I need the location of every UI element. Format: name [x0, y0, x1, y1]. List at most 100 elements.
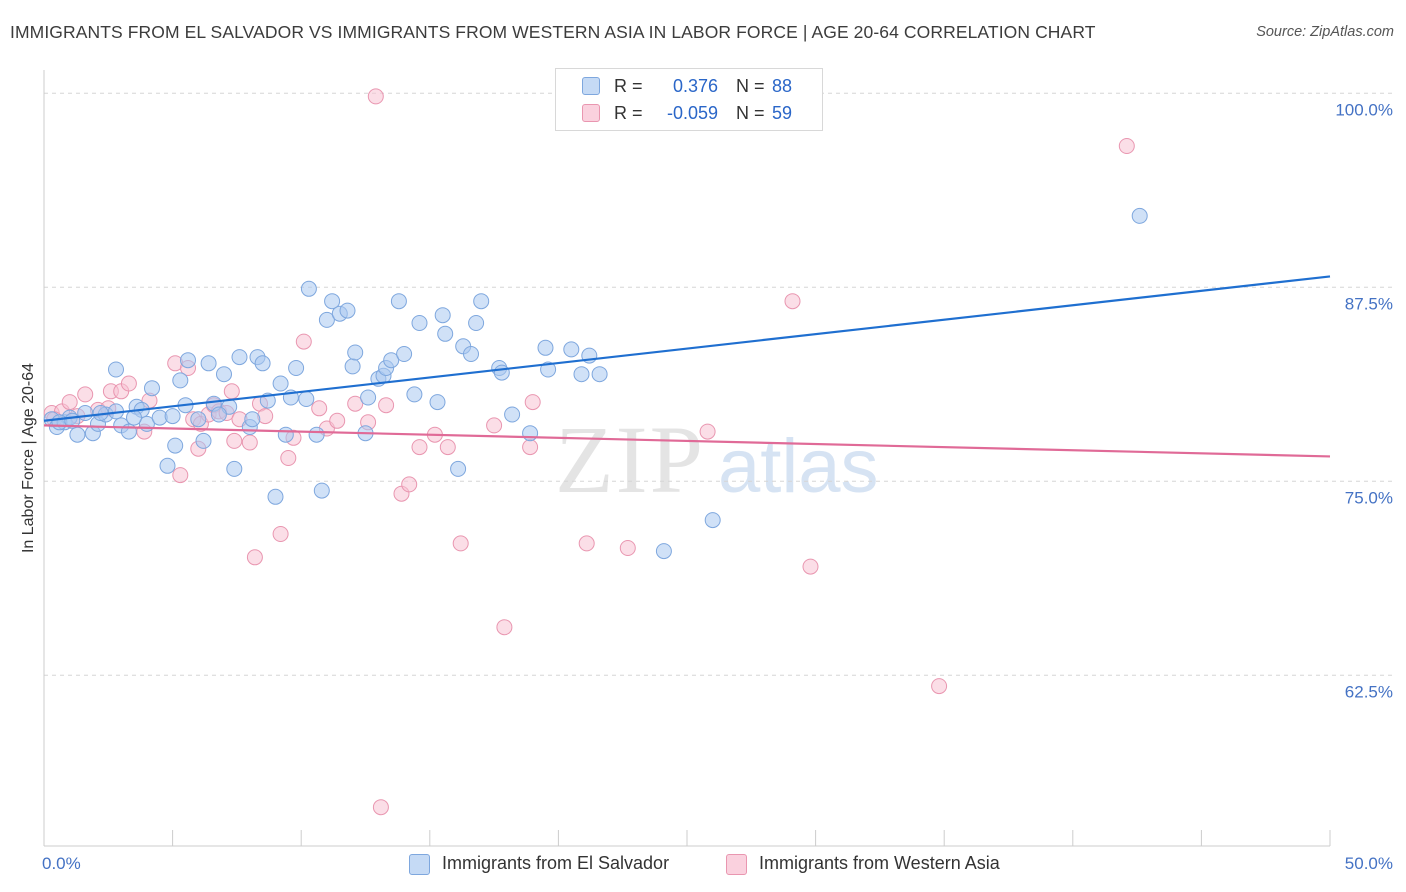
- western-asia-point: [1118, 138, 1135, 154]
- western-asia-point: [578, 535, 595, 552]
- legend-n-label: N =: [736, 103, 765, 123]
- el-salvador-point: [540, 361, 557, 378]
- western-asia-point: [452, 535, 469, 552]
- western-asia-point: [329, 412, 346, 429]
- western-asia-point: [802, 558, 819, 575]
- western-asia-point: [241, 434, 258, 451]
- legend-swatch-pink: [582, 104, 600, 122]
- western-asia-point: [496, 619, 513, 636]
- el-salvador-point: [108, 361, 124, 378]
- western-asia-point: [223, 383, 240, 400]
- el-salvador-point: [437, 325, 454, 342]
- stats-legend-row-blue: R = 0.376 N = 88: [556, 74, 822, 98]
- el-salvador-point: [164, 408, 181, 425]
- el-salvador-point: [126, 409, 142, 426]
- western-asia-point: [378, 397, 395, 414]
- el-salvador-point: [406, 386, 423, 403]
- western-asia-point: [784, 293, 801, 310]
- el-salvador-point: [300, 280, 317, 297]
- legend-r-label: R =: [614, 76, 643, 96]
- el-salvador-point: [172, 372, 189, 389]
- el-salvador-point: [313, 482, 330, 499]
- bottom-legend-swatch-blue: [409, 854, 430, 875]
- western-asia-point: [347, 395, 364, 412]
- el-salvador-point: [210, 406, 227, 423]
- western-asia-point: [280, 450, 297, 466]
- western-asia-point: [61, 394, 78, 411]
- el-salvador-point: [573, 366, 590, 383]
- el-salvador-point: [473, 293, 490, 310]
- el-salvador-point: [347, 344, 364, 361]
- el-salvador-point: [537, 339, 554, 356]
- western-asia-point: [172, 467, 189, 484]
- el-salvador-point: [344, 358, 361, 375]
- legend-r-label: R =: [614, 103, 643, 123]
- bottom-legend-label-blue: Immigrants from El Salvador: [442, 853, 670, 873]
- el-salvador-point: [159, 457, 176, 474]
- el-salvador-point: [308, 426, 325, 443]
- el-salvador-point: [383, 352, 400, 369]
- el-salvador-point: [200, 355, 217, 372]
- legend-n-value: 59: [772, 103, 793, 123]
- western-asia-point: [367, 88, 384, 105]
- y-tick-label: 87.5%: [1345, 294, 1393, 313]
- el-salvador-point: [298, 391, 315, 407]
- western-asia-point: [401, 476, 418, 493]
- gridlines: [44, 92, 1395, 676]
- el-salvador-point: [216, 366, 232, 383]
- western-asia-point: [246, 549, 263, 566]
- el-salvador-point: [180, 352, 196, 369]
- el-salvador-point: [1131, 207, 1148, 224]
- el-salvador-point: [231, 349, 248, 366]
- el-salvador-point: [591, 366, 608, 383]
- el-salvador-point: [704, 512, 721, 529]
- el-salvador-point: [318, 311, 335, 328]
- x-tick-label-max: 50.0%: [1345, 854, 1393, 873]
- western-asia-point: [272, 526, 289, 542]
- el-salvador-point: [360, 389, 377, 406]
- el-salvador-point: [522, 425, 539, 442]
- el-salvador-point: [504, 406, 521, 423]
- legend-r-value: -0.059: [666, 103, 718, 123]
- stats-legend-row-pink: R = -0.059 N = 59: [556, 101, 822, 125]
- y-tick-label: 62.5%: [1345, 682, 1393, 701]
- western-asia-point: [77, 386, 94, 403]
- y-axis-label: In Labor Force | Age 20-64: [20, 363, 37, 553]
- el-salvador-point: [244, 411, 261, 428]
- legend-swatch-blue: [582, 77, 600, 95]
- source-credit: Source: ZipAtlas.com: [1256, 24, 1394, 40]
- western-asia-point: [120, 375, 137, 392]
- legend-n-label: N =: [736, 76, 765, 96]
- western-asia-point: [372, 799, 389, 816]
- el-salvador-point: [390, 293, 407, 310]
- el-salvador-point: [144, 380, 160, 397]
- western-asia-point: [619, 540, 636, 556]
- el-salvador-point: [167, 437, 184, 454]
- legend-n-value: 88: [772, 76, 793, 96]
- western-asia-point: [931, 678, 948, 695]
- western-asia-point: [226, 432, 243, 449]
- western-asia-point: [311, 400, 328, 417]
- el-salvador-point: [463, 346, 479, 362]
- bottom-legend-label-pink: Immigrants from Western Asia: [759, 853, 1000, 873]
- y-tick-label: 75.0%: [1345, 488, 1393, 507]
- y-tick-label: 100.0%: [1335, 100, 1393, 119]
- western-asia-point: [699, 423, 716, 440]
- western-asia-point: [522, 439, 539, 456]
- western-asia-point: [524, 394, 541, 411]
- el-salvador-point: [324, 293, 341, 310]
- x-tick-label-min: 0.0%: [42, 854, 81, 873]
- el-salvador-point: [468, 315, 485, 331]
- watermark: ZIP atlas: [555, 406, 879, 513]
- el-salvador-point: [563, 341, 580, 358]
- western-asia-point: [411, 439, 428, 456]
- western-asia-point: [486, 417, 503, 434]
- x-tick-marks: [43, 830, 1331, 846]
- el-salvador-point: [396, 346, 413, 362]
- chart-title: IMMIGRANTS FROM EL SALVADOR VS IMMIGRANT…: [10, 22, 1096, 42]
- el-salvador-point: [339, 302, 356, 319]
- stats-legend: R = 0.376 N = 88 R = -0.059 N = 59: [555, 68, 823, 131]
- el-salvador-point: [254, 355, 271, 372]
- el-salvador-point: [272, 375, 289, 392]
